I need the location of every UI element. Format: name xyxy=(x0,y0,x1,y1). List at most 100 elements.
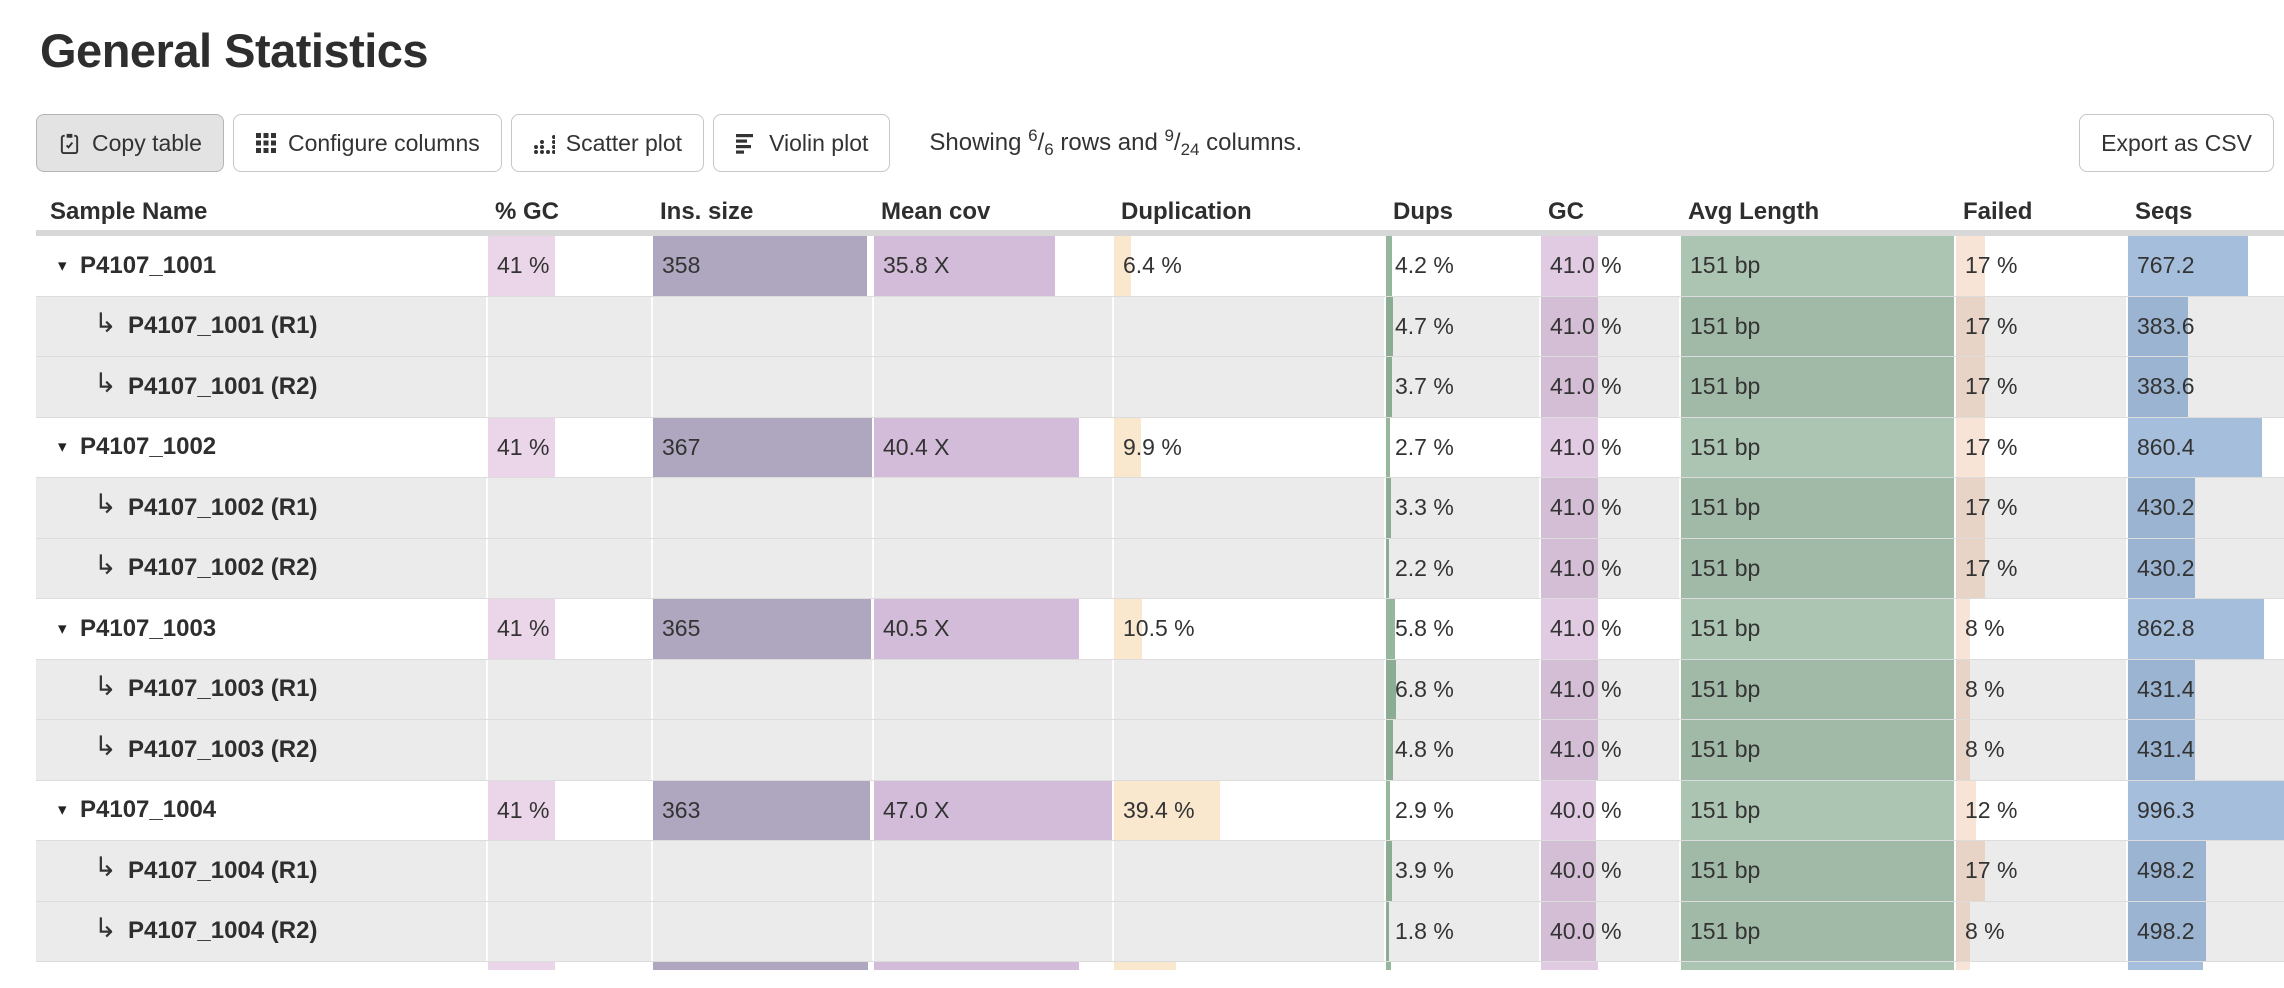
value-bar xyxy=(2128,599,2264,659)
table-row: ▾ P4107_1002 41 % 367 40.4 X 9.9 % 2.7 % 41.0 %… xyxy=(36,417,2284,478)
value-bar xyxy=(653,417,872,477)
value-bar xyxy=(1386,478,1392,538)
value-bar xyxy=(1681,599,1954,659)
cell-value: 35.8 X xyxy=(883,252,950,278)
cell-value: 151 bp xyxy=(1690,736,1761,762)
cell-value: 17 % xyxy=(1965,373,2018,399)
cell-dups: 2.9 % xyxy=(1384,780,1539,840)
cell-value: 151 bp xyxy=(1690,917,1761,944)
value-bar xyxy=(1114,236,1132,296)
value-bar xyxy=(1541,901,1597,961)
cell-gc: 41.0 % xyxy=(1539,599,1679,659)
value-bar xyxy=(1386,357,1392,417)
value-bar xyxy=(1541,962,1598,970)
value-bar xyxy=(874,599,1079,659)
value-bar xyxy=(2128,901,2206,961)
column-header-dup[interactable]: Duplication xyxy=(1121,198,1252,225)
value-bar xyxy=(1541,841,1597,901)
collapse-arrow-icon[interactable]: ▾ xyxy=(58,800,67,820)
sample-name-cell: ↳ P4107_1004 (R2) xyxy=(36,902,486,962)
column-header-len[interactable]: Avg Length xyxy=(1688,198,1820,225)
sample-name-cell[interactable]: ▾ P4107_1004 xyxy=(36,781,486,841)
value-bar xyxy=(1386,962,1391,970)
sample-name-cell[interactable] xyxy=(36,962,486,970)
value-bar xyxy=(1386,780,1391,840)
cell-value: 41.0 % xyxy=(1550,433,1622,460)
cell-value: 17 % xyxy=(1965,312,2018,339)
value-bar xyxy=(2128,538,2196,598)
collapse-arrow-icon[interactable]: ▾ xyxy=(58,618,67,638)
cell-seqs xyxy=(2126,962,2284,970)
column-header-dups[interactable]: Dups xyxy=(1393,198,1453,225)
cell-cov: 35.8 X xyxy=(872,236,1112,296)
collapse-arrow-icon[interactable]: ▾ xyxy=(58,255,67,275)
value-bar xyxy=(1956,720,1970,780)
cell-len: 151 bp xyxy=(1679,478,1954,538)
table-row: ▾ P4107_1001 41 % 358 35.8 X 6.4 % 4.2 % 41.0 %… xyxy=(36,236,2284,297)
table-row xyxy=(36,962,2284,970)
cell-ins xyxy=(651,538,872,598)
cell-dup xyxy=(1112,901,1384,961)
sample-name-cell[interactable]: ▾ P4107_1001 xyxy=(36,236,486,296)
value-bar xyxy=(1956,841,1985,901)
column-header-gcp[interactable]: % GC xyxy=(495,198,560,225)
cell-gcp: 41 % xyxy=(486,236,651,296)
configure-columns-button[interactable]: Configure columns xyxy=(232,114,502,172)
column-header-seqs[interactable]: Seqs xyxy=(2135,198,2193,225)
value-bar xyxy=(1956,659,1970,719)
value-bar xyxy=(2128,296,2189,356)
cell-len xyxy=(1679,962,1954,970)
value-bar xyxy=(1541,538,1598,598)
table-header-row: Sample Name % GC Ins. size Mean cov Duplicat… xyxy=(36,194,2284,236)
value-bar xyxy=(1681,478,1954,538)
cell-dups: 2.7 % xyxy=(1384,417,1539,477)
column-header-cov[interactable]: Mean cov xyxy=(881,198,991,225)
value-bar xyxy=(1956,780,1977,840)
table-row: ↳ P4107_1003 (R2) 4.8 % 41.0 % 151 bp 8 % 431.… xyxy=(36,720,2284,781)
cell-value: 860.4 xyxy=(2137,433,2195,460)
value-bar xyxy=(1681,962,1954,970)
column-header-name[interactable]: Sample Name xyxy=(50,198,208,225)
cell-value: 151 bp xyxy=(1690,433,1761,460)
column-header-ins[interactable]: Ins. size xyxy=(660,198,754,225)
cell-value: 2.2 % xyxy=(1395,554,1454,581)
subrow-arrow-icon: ↳ xyxy=(94,368,117,399)
table-row: ▾ P4107_1003 41 % 365 40.5 X 10.5 % 5.8 % 41.0 … xyxy=(36,599,2284,660)
cell-value: 41 % xyxy=(497,433,550,460)
cell-value: 151 bp xyxy=(1690,554,1761,581)
cell-ins xyxy=(651,901,872,961)
violin-plot-button[interactable]: Violin plot xyxy=(713,114,891,172)
cell-seqs: 767.2 xyxy=(2126,236,2284,296)
subrow-arrow-icon: ↳ xyxy=(94,549,117,580)
cell-value: 358 xyxy=(662,252,701,278)
cell-ins: 358 xyxy=(651,236,872,296)
cell-len: 151 bp xyxy=(1679,901,1954,961)
copy-table-button[interactable]: Copy table xyxy=(36,114,224,172)
cell-value: 767.2 xyxy=(2137,252,2195,278)
collapse-arrow-icon[interactable]: ▾ xyxy=(58,437,67,457)
sample-name-cell[interactable]: ▾ P4107_1002 xyxy=(36,418,486,478)
cell-value: 151 bp xyxy=(1690,796,1761,823)
table-row: ↳ P4107_1004 (R2) 1.8 % 40.0 % 151 bp 8 % 498.… xyxy=(36,901,2284,962)
value-bar xyxy=(1541,417,1598,477)
scatter-plot-button[interactable]: Scatter plot xyxy=(510,114,705,172)
cell-gcp: 41 % xyxy=(486,599,651,659)
cell-value: 498.2 xyxy=(2137,857,2195,883)
cell-value: 41 % xyxy=(497,796,550,823)
cell-seqs: 430.2 xyxy=(2126,478,2284,538)
cell-gc: 41.0 % xyxy=(1539,417,1679,477)
cell-dup xyxy=(1112,478,1384,538)
column-header-fail[interactable]: Failed xyxy=(1963,198,2033,225)
value-bar xyxy=(1956,538,1985,598)
cell-value: 17 % xyxy=(1965,554,2018,581)
column-header-gc[interactable]: GC xyxy=(1548,198,1584,225)
export-csv-label: Export as CSV xyxy=(2101,129,2252,156)
export-csv-button[interactable]: Export as CSV xyxy=(2079,114,2274,172)
cell-gcp xyxy=(486,720,651,780)
sample-name-cell[interactable]: ▾ P4107_1003 xyxy=(36,599,486,659)
cell-gc xyxy=(1539,962,1679,970)
cell-gcp xyxy=(486,659,651,719)
value-bar xyxy=(1541,296,1598,356)
value-bar xyxy=(1386,599,1395,659)
cell-len: 151 bp xyxy=(1679,720,1954,780)
